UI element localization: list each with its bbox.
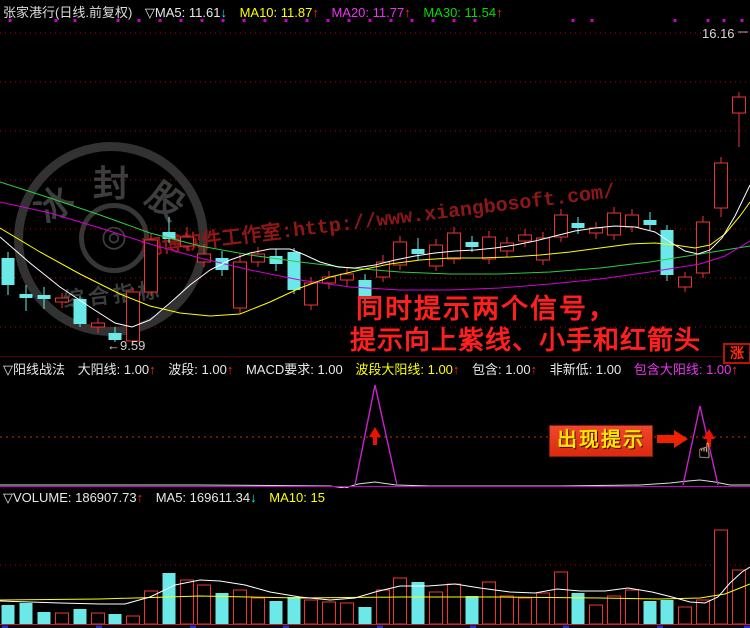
annotation-line2: 提示向上紫线、小手和红箭头: [350, 325, 702, 355]
rise-badge: 涨: [723, 343, 750, 364]
up-arrow-icon: ↑: [404, 5, 411, 20]
ma5-readout: ▽MA5: 11.61: [144, 5, 221, 20]
indicator-value: 大阳线: 1.00: [77, 362, 150, 377]
up-arrow-icon: ↑: [149, 362, 156, 377]
main-chart-panel: 冰 封 股 ◎ 综合指标 翔博软件工作室:http://www.xiangbos…: [0, 0, 750, 364]
indicator-value: 波段大阳线: 1.00: [355, 362, 453, 377]
seal-logo-icon: ◎: [79, 203, 149, 273]
indicator-value: MACD要求: 1.00: [245, 362, 343, 377]
down-arrow-icon: ↓: [250, 490, 257, 505]
volume-ma5-readout: MA5: 169611.34: [155, 490, 251, 505]
indicator-panel: ▽阳线战法 大阳线: 1.00↑ 波段: 1.00↑ MACD要求: 1.00 …: [0, 356, 750, 488]
hand-cursor-icon: ☝: [698, 440, 711, 463]
indicator-value: 包含: 1.00: [472, 362, 531, 377]
arrow-head: [674, 430, 688, 448]
alert-button[interactable]: 出现提示: [549, 425, 653, 457]
up-arrow-icon: ↑: [731, 362, 738, 377]
indicator-value: 包含大阳线: 1.00: [633, 362, 732, 377]
down-arrow-icon: ↓: [220, 5, 227, 20]
up-arrow-icon: ↑: [496, 5, 503, 20]
stock-title: 张家港行(日线.前复权): [3, 5, 133, 20]
main-chart-canvas[interactable]: [0, 0, 750, 356]
up-arrow-icon: ↑: [312, 5, 319, 20]
ma10-readout: MA10: 11.87: [239, 5, 313, 20]
indicator-header: ▽阳线战法 大阳线: 1.00↑ 波段: 1.00↑ MACD要求: 1.00 …: [3, 359, 747, 378]
volume-ma10-readout: MA10: 15: [269, 490, 325, 505]
up-arrow-icon: ↑: [530, 362, 538, 377]
signal-annotation: 同时提示两个信号， 提示向上紫线、小手和红箭头: [350, 294, 701, 355]
up-arrow-icon: ↑: [136, 490, 144, 505]
seal-char: 封: [93, 163, 130, 204]
up-arrow-icon: ↑: [226, 362, 234, 377]
price-axis-label: 16.16: [702, 26, 735, 41]
ma30-readout: MA30: 11.54: [423, 5, 497, 20]
alert-arrow-icon: [657, 430, 691, 448]
arrow-stem: [657, 435, 674, 443]
volume-readout[interactable]: ▽VOLUME: 186907.73: [3, 490, 137, 505]
low-price-marker: ←9.59: [107, 338, 146, 353]
volume-canvas[interactable]: [0, 488, 750, 628]
indicator-name[interactable]: ▽阳线战法: [3, 362, 65, 377]
volume-header: ▽VOLUME: 186907.73↑ MA5: 169611.34↓ MA10…: [3, 490, 334, 506]
ma20-readout: MA20: 11.77: [331, 5, 405, 20]
indicator-value: 波段: 1.00: [168, 362, 227, 377]
volume-panel: 翔博软件工作室:http://www.xiangbosoft.com/ ▽VOL…: [0, 488, 750, 628]
indicator-value: 非新低: 1.00: [549, 362, 622, 377]
annotation-line1: 同时提示两个信号，: [356, 294, 617, 324]
main-chart-header: 张家港行(日线.前复权) ▽MA5: 11.61↓ MA10: 11.87↑ M…: [3, 2, 512, 21]
up-arrow-icon: ↑: [452, 362, 460, 377]
